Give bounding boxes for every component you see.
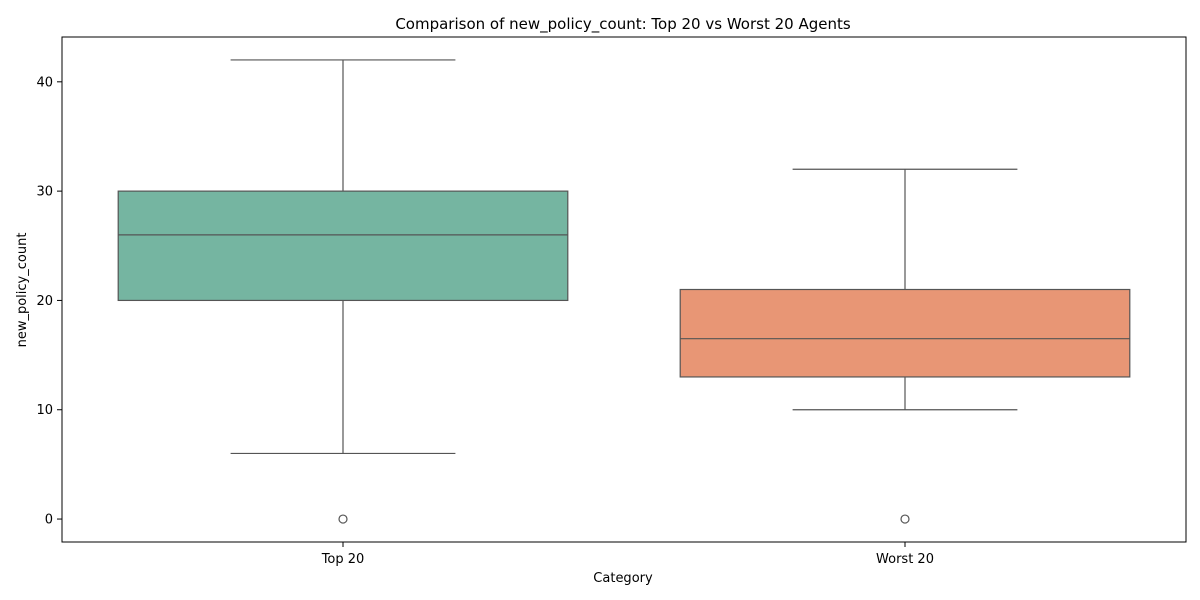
x-axis-ticks: Top 20 Worst 20	[321, 542, 934, 567]
iqr-box	[679, 288, 1131, 378]
box-worst-20	[679, 168, 1131, 524]
outlier-point	[338, 514, 348, 524]
y-axis-ticks: 0 10 20 30 40	[36, 75, 62, 528]
plot-content	[117, 59, 1131, 524]
y-tick-label: 20	[36, 294, 53, 309]
x-tick-label: Worst 20	[876, 552, 934, 567]
outlier-point	[900, 514, 910, 524]
y-tick-label: 30	[36, 185, 53, 200]
y-tick-label: 0	[45, 513, 53, 528]
x-axis-label: Category	[593, 571, 653, 586]
iqr-box	[117, 190, 569, 302]
chart-title: Comparison of new_policy_count: Top 20 v…	[395, 15, 851, 34]
y-tick-label: 40	[36, 75, 53, 90]
plot-frame	[61, 36, 1187, 543]
y-axis-label: new_policy_count	[15, 233, 30, 348]
box-top-20	[117, 59, 569, 524]
x-tick-label: Top 20	[321, 552, 365, 567]
y-tick-label: 10	[36, 403, 53, 418]
